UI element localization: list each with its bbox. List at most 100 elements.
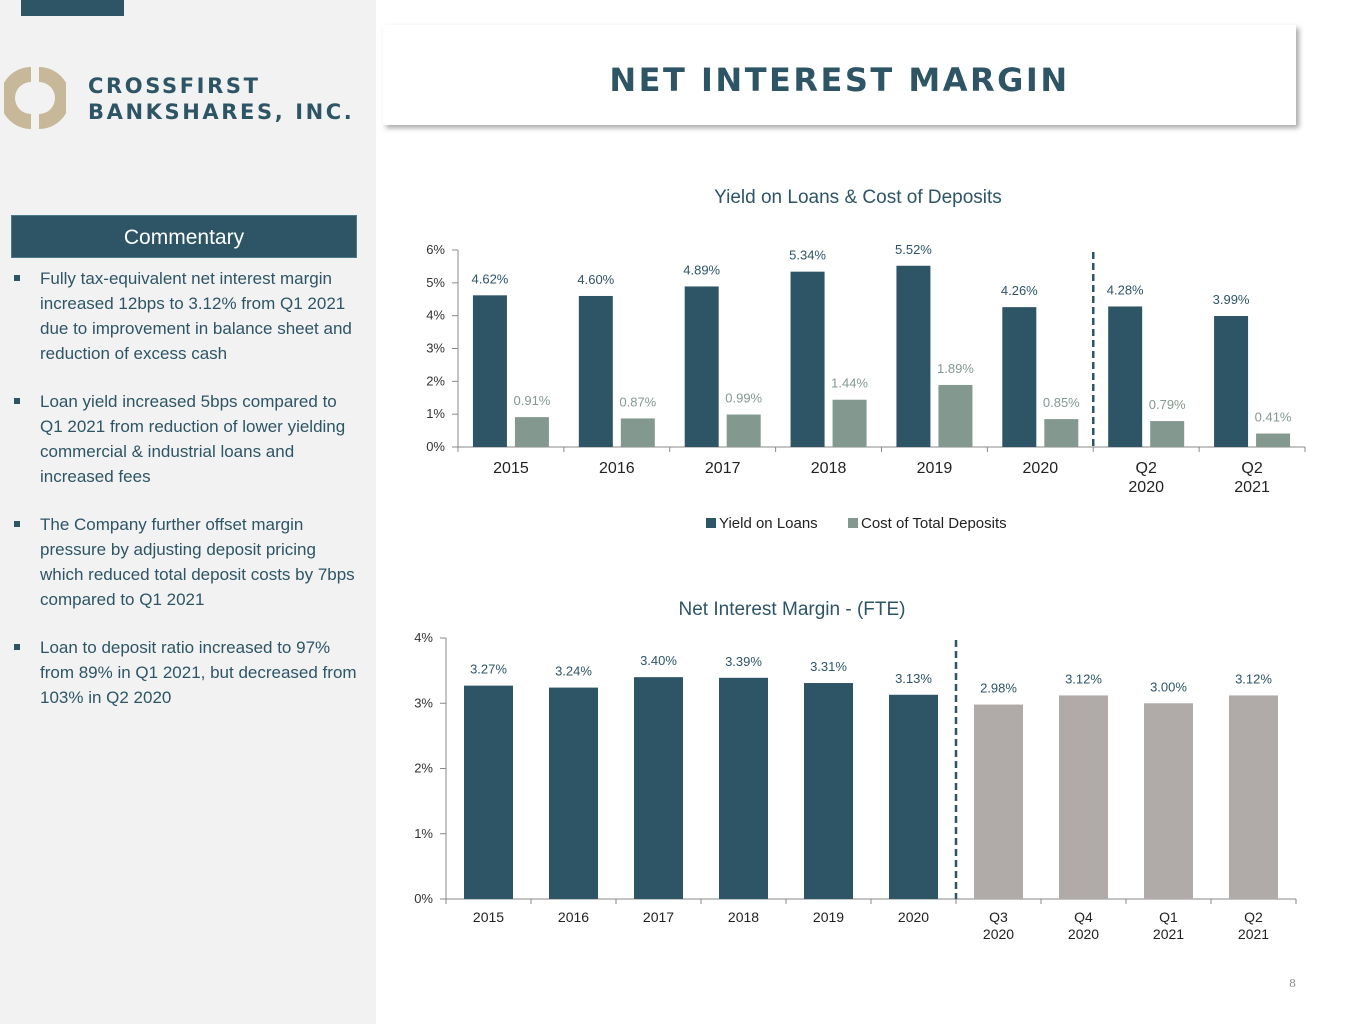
x-tick-label: 2020 bbox=[1068, 926, 1099, 942]
data-label-nim: 3.13% bbox=[895, 671, 932, 686]
x-tick-label: 2015 bbox=[493, 460, 529, 477]
data-label-cost: 0.99% bbox=[725, 390, 762, 405]
bar-cost-of-deposits bbox=[1150, 421, 1185, 447]
data-label-yield: 4.89% bbox=[683, 262, 720, 277]
x-tick-label: 2021 bbox=[1238, 926, 1269, 942]
bullet-text: The Company further offset margin pressu… bbox=[40, 515, 355, 609]
chart-title: Net Interest Margin - (FTE) bbox=[679, 599, 906, 620]
bar-yield-on-loans bbox=[790, 271, 825, 447]
bar-cost-of-deposits bbox=[620, 418, 655, 447]
bar-cost-of-deposits bbox=[726, 414, 761, 447]
legend-label-cost: Cost of Total Deposits bbox=[861, 515, 1007, 532]
x-tick-label: 2019 bbox=[813, 909, 844, 925]
data-label-nim: 3.31% bbox=[810, 659, 847, 674]
commentary-header: Commentary bbox=[11, 215, 357, 258]
company-logo-icon bbox=[4, 67, 66, 129]
x-tick-label: Q2 bbox=[1244, 909, 1263, 925]
x-tick-label: 2018 bbox=[728, 909, 759, 925]
y-tick-label: 2% bbox=[426, 373, 445, 388]
commentary-list: Fully tax-equivalent net interest margin… bbox=[14, 266, 364, 733]
y-tick-label: 6% bbox=[426, 242, 445, 257]
data-label-cost: 0.85% bbox=[1043, 395, 1080, 410]
data-label-cost: 0.41% bbox=[1255, 410, 1292, 425]
y-tick-label: 4% bbox=[426, 308, 445, 323]
y-tick-label: 1% bbox=[426, 406, 445, 421]
bullet-text: Loan yield increased 5bps compared to Q1… bbox=[40, 392, 346, 486]
x-tick-label: 2018 bbox=[811, 460, 847, 477]
bar-net-interest-margin bbox=[719, 677, 768, 899]
commentary-bullet: Loan yield increased 5bps compared to Q1… bbox=[14, 389, 364, 489]
commentary-bullet: Fully tax-equivalent net interest margin… bbox=[14, 266, 364, 366]
bar-net-interest-margin bbox=[974, 704, 1023, 899]
bar-net-interest-margin bbox=[889, 694, 938, 899]
data-label-cost: 0.87% bbox=[619, 394, 656, 409]
bar-yield-on-loans bbox=[578, 295, 613, 447]
data-label-yield: 5.52% bbox=[895, 242, 932, 257]
x-tick-label: Q2 bbox=[1241, 460, 1262, 477]
data-label-nim: 3.12% bbox=[1235, 671, 1272, 686]
commentary-bullet: Loan to deposit ratio increased to 97% f… bbox=[14, 635, 364, 710]
bar-net-interest-margin bbox=[1059, 695, 1108, 899]
bullet-square-icon bbox=[14, 521, 20, 527]
x-tick-label: 2019 bbox=[917, 460, 953, 477]
page-number: 8 bbox=[1289, 977, 1296, 990]
bar-yield-on-loans bbox=[1002, 307, 1037, 447]
bullet-square-icon bbox=[14, 398, 20, 404]
bar-net-interest-margin bbox=[634, 677, 683, 899]
bar-yield-on-loans bbox=[684, 286, 719, 447]
data-label-nim: 3.27% bbox=[470, 662, 507, 677]
x-tick-label: 2021 bbox=[1234, 479, 1270, 496]
legend-label-yield: Yield on Loans bbox=[719, 515, 818, 532]
bar-cost-of-deposits bbox=[1044, 419, 1079, 447]
bar-yield-on-loans bbox=[896, 265, 931, 447]
x-tick-label: 2020 bbox=[983, 926, 1014, 942]
title-box: NET INTEREST MARGIN bbox=[383, 25, 1296, 125]
x-tick-label: Q2 bbox=[1136, 460, 1157, 477]
data-label-nim: 3.40% bbox=[640, 653, 677, 668]
bar-net-interest-margin bbox=[1144, 703, 1193, 899]
bar-net-interest-margin bbox=[1229, 695, 1278, 899]
y-tick-label: 3% bbox=[426, 341, 445, 356]
bar-cost-of-deposits bbox=[1256, 433, 1291, 447]
sidebar: CROSSFIRST BANKSHARES, INC. Commentary F… bbox=[0, 0, 376, 1024]
x-tick-label: 2016 bbox=[599, 460, 635, 477]
x-tick-label: Q4 bbox=[1074, 909, 1093, 925]
bullet-square-icon bbox=[14, 644, 20, 650]
bar-yield-on-loans bbox=[1214, 315, 1249, 447]
data-label-yield: 4.26% bbox=[1001, 283, 1038, 298]
x-tick-label: 2020 bbox=[1128, 479, 1164, 496]
y-tick-label: 5% bbox=[426, 275, 445, 290]
bar-cost-of-deposits bbox=[832, 399, 867, 447]
x-tick-label: 2021 bbox=[1153, 926, 1184, 942]
data-label-yield: 4.62% bbox=[472, 271, 509, 286]
x-tick-label: 2020 bbox=[1023, 460, 1059, 477]
data-label-yield: 4.60% bbox=[577, 272, 614, 287]
data-label-nim: 2.98% bbox=[980, 681, 1017, 696]
data-label-cost: 0.91% bbox=[514, 393, 551, 408]
company-name-line2: BANKSHARES, INC. bbox=[88, 100, 355, 124]
bar-yield-on-loans bbox=[472, 295, 507, 447]
bullet-text: Loan to deposit ratio increased to 97% f… bbox=[40, 638, 357, 707]
data-label-yield: 4.28% bbox=[1107, 282, 1144, 297]
nim-chart: Net Interest Margin - (FTE) 0% 1% 2% 3% 4% 3.2… bbox=[414, 599, 1297, 942]
x-tick-label: 2020 bbox=[898, 909, 929, 925]
x-tick-label: 2016 bbox=[558, 909, 589, 925]
top-accent-tab bbox=[21, 0, 124, 16]
data-label-nim: 3.39% bbox=[725, 654, 762, 669]
y-tick-label: 4% bbox=[414, 630, 433, 645]
x-tick-label: Q1 bbox=[1159, 909, 1178, 925]
page-title: NET INTEREST MARGIN bbox=[609, 61, 1070, 99]
x-tick-label: Q3 bbox=[989, 909, 1008, 925]
y-tick-label: 1% bbox=[414, 826, 433, 841]
y-tick-label: 2% bbox=[414, 761, 433, 776]
data-label-cost: 1.89% bbox=[937, 361, 974, 376]
legend-swatch-yield bbox=[706, 518, 716, 528]
legend-swatch-cost bbox=[848, 518, 858, 528]
company-name-line1: CROSSFIRST bbox=[88, 74, 261, 98]
bullet-text: Fully tax-equivalent net interest margin… bbox=[40, 269, 352, 363]
data-label-nim: 3.24% bbox=[555, 664, 592, 679]
bar-net-interest-margin bbox=[804, 683, 853, 899]
data-label-yield: 5.34% bbox=[789, 248, 826, 263]
bar-cost-of-deposits bbox=[514, 417, 549, 447]
bullet-square-icon bbox=[14, 275, 20, 281]
